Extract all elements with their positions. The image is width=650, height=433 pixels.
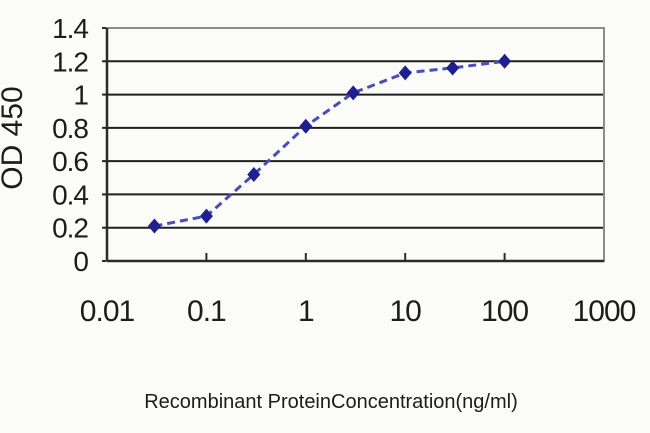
plot-border xyxy=(106,27,605,262)
y-tick-label: 1.2 xyxy=(52,46,88,77)
y-axis-title: OD 450 xyxy=(0,86,29,189)
x-tick-label: 100 xyxy=(481,295,528,328)
data-point-marker xyxy=(147,218,161,234)
plot-area: 00.20.40.60.811.21.40.01 0.1 1 10 100 1000 xyxy=(52,13,637,328)
x-tick-label: 0.01 xyxy=(80,295,135,328)
y-tick-label: 1 xyxy=(73,80,88,111)
data-point-marker xyxy=(498,53,512,69)
data-point-marker xyxy=(398,65,412,81)
series-line xyxy=(154,59,505,228)
data-point-marker xyxy=(199,208,213,224)
y-tick-label: 0.2 xyxy=(52,213,88,244)
x-axis-title: Recombinant ProteinConcentration(ng/ml) xyxy=(144,391,518,413)
x-tick-label: 0.1 xyxy=(187,295,226,328)
y-tick-label: 1.4 xyxy=(52,13,88,44)
data-point-marker xyxy=(299,118,313,134)
x-tick-label: 1000 xyxy=(573,295,636,328)
y-tick-label: 0.6 xyxy=(52,146,88,177)
data-point-marker xyxy=(247,166,261,182)
data-point-marker xyxy=(346,85,360,101)
y-tick-label: 0 xyxy=(73,246,88,277)
y-tick-label: 0.4 xyxy=(52,179,88,210)
x-tick-label: 1 xyxy=(298,295,314,328)
x-tick-label: 10 xyxy=(390,295,422,328)
data-point-marker xyxy=(446,60,460,76)
y-tick-label: 0.8 xyxy=(52,113,88,144)
